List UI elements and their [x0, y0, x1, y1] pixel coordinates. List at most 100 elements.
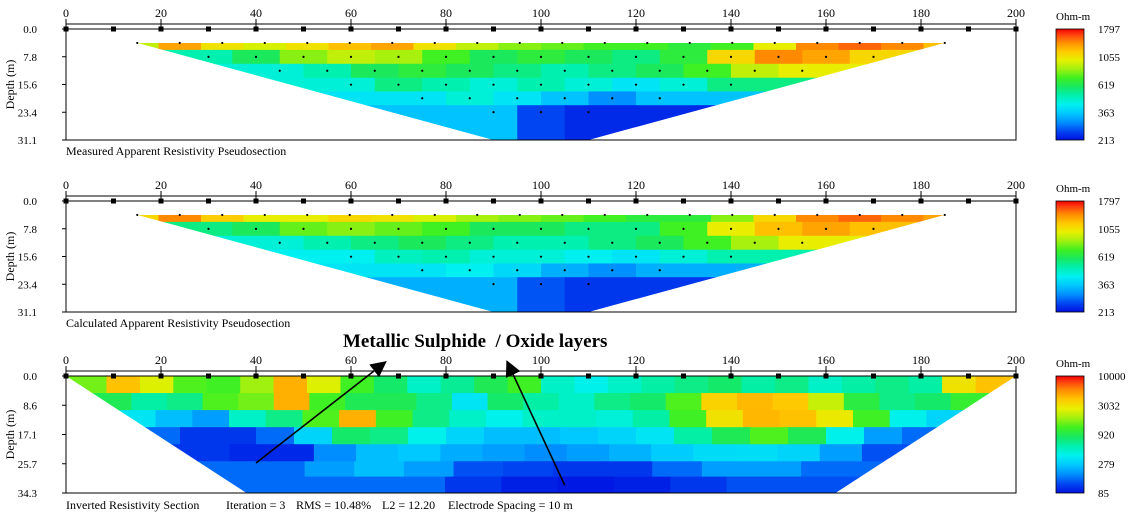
resistivity-cell: [665, 393, 702, 411]
resistivity-cell: [304, 461, 355, 478]
resistivity-cell: [566, 444, 610, 462]
datum-point: [646, 213, 649, 217]
datum-point: [561, 41, 564, 45]
datum-point: [773, 41, 776, 45]
resistivity-cell: [774, 376, 810, 394]
datum-point: [753, 69, 756, 72]
datum-point: [207, 55, 210, 58]
resistivity-cell: [218, 427, 257, 445]
datum-point: [349, 83, 353, 86]
resistivity-cell: [879, 393, 916, 411]
y-tick-label: 7.8: [23, 52, 37, 64]
datum-point: [421, 269, 424, 272]
datum-point: [468, 241, 471, 244]
colorbar: [1055, 375, 1085, 494]
resistivity-cell: [875, 376, 910, 394]
resistivity-cell: [670, 476, 728, 493]
datum-point: [731, 213, 734, 217]
y-tick-label: 31.1: [18, 307, 37, 319]
datum-point: [492, 111, 495, 114]
resistivity-cell: [669, 410, 707, 428]
datum-point: [539, 227, 543, 230]
resistivity-cell: [294, 427, 333, 445]
datum-point: [611, 69, 614, 72]
panel-caption: Inverted Resistivity Section: [66, 498, 199, 512]
datum-point: [587, 283, 590, 286]
resistivity-cell: [265, 410, 304, 428]
resistivity-cell: [674, 376, 709, 394]
y-tick-label: 17.1: [18, 430, 37, 442]
x-tick-label: 120: [627, 6, 645, 20]
y-tick-label: 8.6: [23, 400, 37, 412]
resistivity-cell: [139, 376, 174, 394]
resistivity-cell: [841, 376, 876, 394]
resistivity-cell: [751, 461, 802, 478]
x-tick-label: 180: [912, 6, 930, 20]
datum-point: [634, 227, 638, 230]
datum-point: [349, 255, 353, 258]
resistivity-cell: [881, 42, 925, 51]
y-axis-label: Depth (m): [3, 60, 17, 110]
resistivity-cell: [370, 427, 409, 445]
resistivity-cell: [636, 263, 945, 278]
resistivity-cell: [498, 214, 542, 223]
datum-point: [729, 255, 733, 258]
x-tick-label: 140: [722, 353, 740, 367]
resistivity-cell: [131, 393, 168, 411]
resistivity-cell: [380, 393, 417, 411]
resistivity-cell: [444, 476, 502, 493]
resistivity-cell: [482, 444, 526, 462]
datum-point: [706, 241, 709, 244]
datum-point: [221, 213, 224, 217]
resistivity-cell: [456, 214, 500, 223]
resistivity-cell: [286, 42, 330, 51]
datum-point: [326, 69, 329, 72]
datum-point: [397, 55, 400, 58]
datum-point: [397, 83, 400, 86]
datum-point: [901, 41, 904, 45]
datum-point: [278, 241, 281, 244]
resistivity-cell: [375, 410, 414, 428]
x-tick-label: 20: [155, 353, 167, 367]
electrode-marker: [301, 26, 306, 32]
electrode-marker: [111, 373, 116, 379]
resistivity-cell: [66, 427, 181, 445]
x-tick-label: 80: [440, 6, 452, 20]
resistivity-cell: [838, 214, 882, 223]
electrode-marker: [396, 198, 401, 204]
resistivity-cell: [371, 42, 415, 51]
resistivity-cell: [453, 461, 504, 478]
resistivity-cell: [693, 444, 737, 462]
resistivity-cell: [501, 476, 559, 493]
resistivity-cell: [522, 410, 560, 428]
y-axis-label: Depth (m): [3, 232, 17, 282]
x-tick-label: 140: [722, 6, 740, 20]
resistivity-cell: [286, 214, 330, 223]
electrode-marker: [111, 198, 116, 204]
resistivity-cell: [180, 427, 219, 445]
x-tick-label: 40: [250, 178, 262, 192]
resistivity-cell: [451, 393, 489, 411]
datum-point: [516, 241, 519, 244]
datum-point: [278, 69, 281, 72]
resistivity-cell: [449, 410, 487, 428]
datum-point: [468, 269, 471, 272]
datum-point: [587, 55, 590, 58]
resistivity-cell: [889, 410, 927, 428]
datum-point: [468, 69, 471, 72]
resistivity-cell: [137, 277, 518, 312]
resistivity-cell: [523, 393, 560, 411]
resistivity-cell: [524, 444, 568, 462]
x-tick-label: 0: [63, 353, 69, 367]
resistivity-cell: [626, 42, 670, 51]
colorbar-label: 363: [1098, 107, 1115, 119]
datum-point: [682, 83, 685, 86]
y-tick-label: 0.0: [23, 24, 37, 36]
colorbar-title: Ohm-m: [1056, 11, 1091, 23]
x-tick-label: 80: [440, 178, 452, 192]
resistivity-cell: [608, 444, 652, 462]
colorbar-label: 363: [1098, 279, 1115, 291]
resistivity-cell: [413, 214, 457, 223]
electrode-marker: [776, 198, 781, 204]
